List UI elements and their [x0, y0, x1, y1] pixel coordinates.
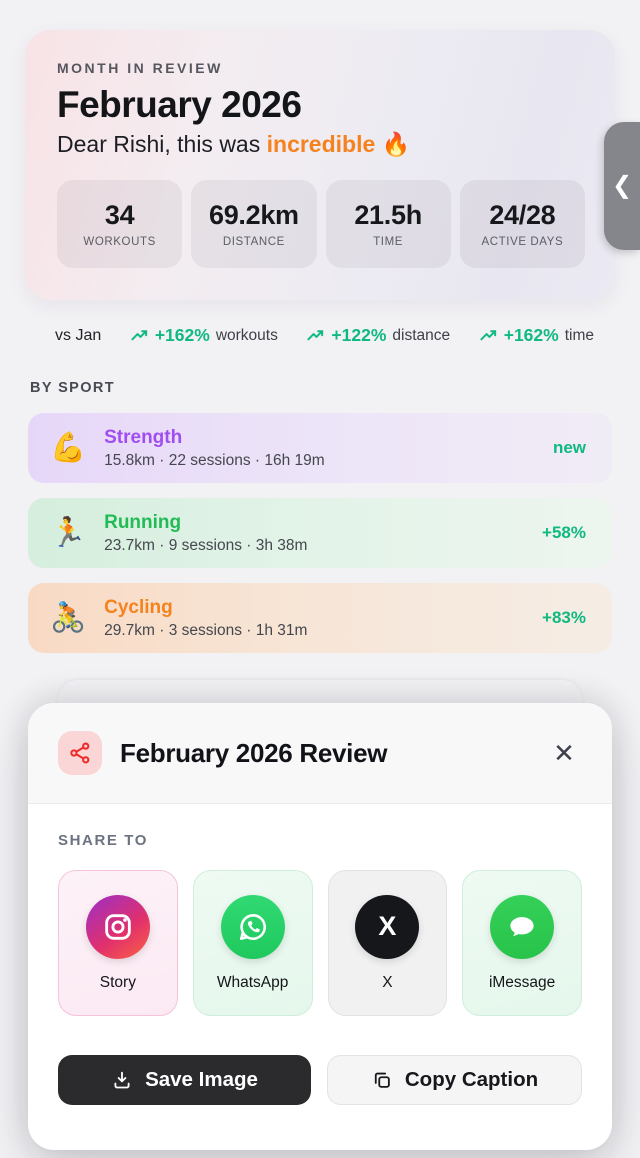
trend-up-icon: [480, 330, 496, 341]
sport-row-cycling[interactable]: 🚴 Cycling 29.7km · 3 sessions · 1h 31m +…: [28, 583, 612, 653]
sport-name: Cycling: [104, 596, 173, 618]
share-target-label: WhatsApp: [216, 973, 289, 991]
imessage-icon: [490, 894, 555, 959]
stat-value: 24/28: [489, 200, 556, 230]
chat-bubble-glyph: [510, 916, 534, 936]
close-button[interactable]: ✕: [544, 733, 584, 773]
share-target-whatsapp[interactable]: WhatsApp: [192, 870, 313, 1016]
trend-up-icon: [307, 330, 324, 341]
compare-metric: workouts: [215, 326, 278, 344]
sport-name: Running: [104, 511, 182, 533]
sport-name: Strength: [104, 426, 183, 448]
stat-label: WORKOUTS: [83, 236, 156, 248]
month-title: February 2026: [57, 84, 302, 125]
share-target-label: iMessage: [488, 973, 556, 991]
copy-icon: [374, 1072, 390, 1088]
share-app-badge: [58, 731, 102, 775]
copy-caption-button[interactable]: Copy Caption: [327, 1055, 582, 1105]
stats-row: 34 WORKOUTS 69.2km DISTANCE 21.5h TIME 2…: [57, 180, 585, 268]
stat-label: TIME: [373, 236, 404, 248]
greeting-highlight: incredible: [266, 131, 376, 157]
sport-badge: +58%: [542, 523, 586, 542]
compare-distance: +122% distance: [306, 325, 450, 346]
flexed-biceps-emoji-icon: 💪: [50, 431, 87, 464]
trend-up-icon: [131, 330, 147, 341]
sport-badge: +83%: [542, 608, 586, 627]
month-review-card: MONTH IN REVIEW February 2026 Dear Rishi…: [25, 30, 615, 300]
greeting-line: Dear Rishi, this was incredible 🔥: [57, 131, 585, 158]
sport-row-strength[interactable]: 💪 Strength 15.8km · 22 sessions · 16h 19…: [28, 413, 612, 483]
share-target-label: Story: [99, 973, 136, 991]
stat-value: 34: [104, 200, 135, 230]
stat-active-days: 24/28 ACTIVE DAYS: [459, 180, 585, 268]
share-nodes-icon: [70, 742, 90, 764]
share-sheet-body: SHARE TO Story: [28, 804, 612, 1105]
compare-value: +162%: [503, 325, 559, 345]
compare-metric: time: [564, 326, 594, 344]
sport-detail: 15.8km · 22 sessions · 16h 19m: [104, 451, 325, 469]
by-sport-heading: BY SPORT: [30, 380, 116, 396]
runner-emoji-icon: 🏃: [50, 516, 87, 549]
vs-last-month-row: vs Jan +162% workouts +122% distance +16…: [0, 325, 640, 346]
stat-label: DISTANCE: [222, 236, 285, 248]
greeting-prefix: Dear Rishi, this was: [57, 131, 267, 157]
stat-value: 69.2km: [208, 200, 299, 230]
download-icon: [114, 1071, 130, 1089]
side-drawer-handle[interactable]: ❮: [604, 122, 640, 250]
chevron-left-icon: ❮: [611, 172, 633, 199]
sport-badge: new: [552, 438, 586, 457]
compare-value: +122%: [331, 325, 387, 345]
sport-row-running[interactable]: 🏃 Running 23.7km · 9 sessions · 3h 38m +…: [28, 498, 612, 568]
share-sheet: February 2026 Review ✕ SHARE TO Story: [28, 703, 612, 1150]
share-target-story[interactable]: Story: [58, 870, 178, 1016]
share-to-label: SHARE TO: [58, 832, 149, 849]
compare-label: vs Jan: [55, 326, 102, 344]
stat-time: 21.5h TIME: [325, 180, 451, 268]
copy-caption-label: Copy Caption: [404, 1068, 539, 1091]
save-image-label: Save Image: [145, 1068, 258, 1091]
sport-list: 💪 Strength 15.8km · 22 sessions · 16h 19…: [28, 413, 612, 668]
sport-detail: 23.7km · 9 sessions · 3h 38m: [104, 536, 308, 554]
instagram-camera-glyph: [105, 913, 131, 940]
share-sheet-header: February 2026 Review ✕: [28, 703, 612, 804]
share-target-x[interactable]: X X: [327, 870, 448, 1016]
share-target-label: X: [382, 973, 393, 991]
share-target-imessage[interactable]: iMessage: [462, 870, 582, 1016]
compare-workouts: +162% workouts: [130, 325, 278, 346]
sport-detail: 29.7km · 3 sessions · 1h 31m: [104, 621, 308, 639]
stat-distance: 69.2km DISTANCE: [191, 180, 317, 268]
month-review-eyebrow: MONTH IN REVIEW: [57, 60, 223, 76]
share-sheet-title: February 2026 Review: [120, 737, 388, 768]
stat-label: ACTIVE DAYS: [481, 236, 564, 248]
close-icon: ✕: [553, 738, 575, 768]
share-action-row: Save Image Copy Caption: [58, 1055, 582, 1105]
stat-workouts: 34 WORKOUTS: [57, 180, 183, 268]
compare-value: +162%: [154, 325, 210, 345]
whatsapp-icon: [220, 894, 285, 959]
x-logo-icon: X: [355, 894, 420, 959]
cyclist-emoji-icon: 🚴: [50, 601, 87, 634]
fire-emoji: 🔥: [381, 131, 411, 157]
compare-time: +162% time: [479, 325, 594, 346]
instagram-icon: [85, 894, 150, 959]
compare-metric: distance: [392, 326, 451, 344]
share-target-grid: Story WhatsApp X X: [58, 870, 582, 1016]
save-image-button[interactable]: Save Image: [58, 1055, 311, 1105]
x-glyph: X: [378, 911, 397, 941]
stat-value: 21.5h: [354, 200, 422, 230]
whatsapp-glyph: [239, 913, 266, 940]
